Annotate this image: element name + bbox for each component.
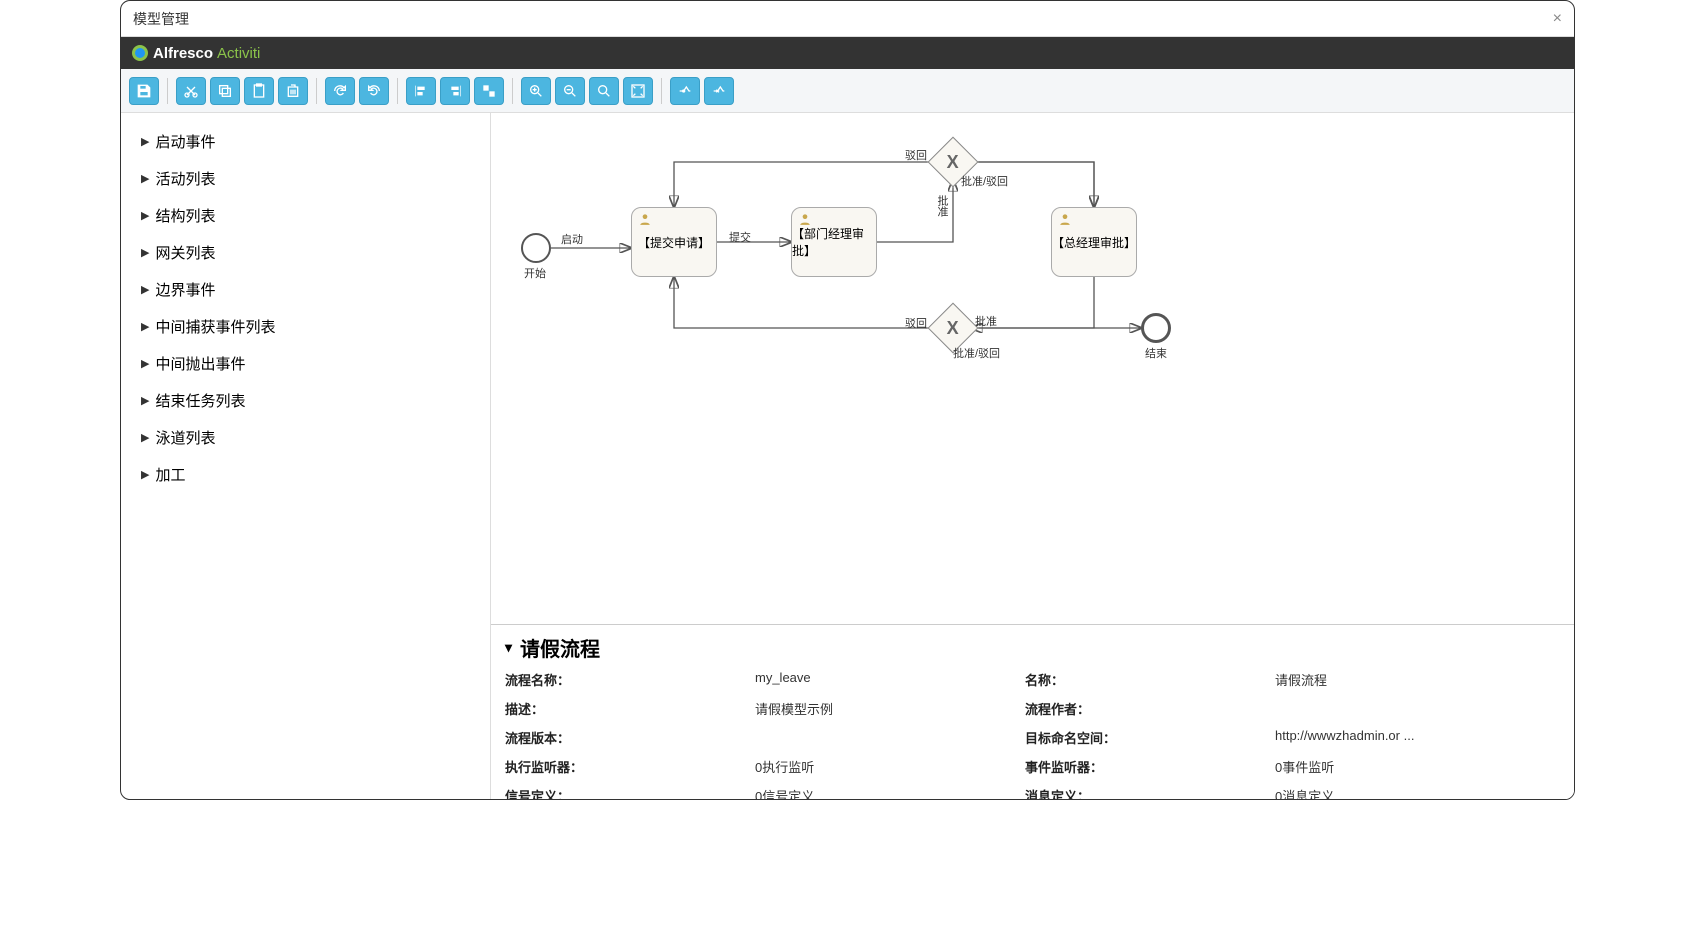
redo-button[interactable] xyxy=(325,77,355,105)
prop-value[interactable]: 请假模型示例 xyxy=(755,699,1025,718)
task-label: 【部门经理审批】 xyxy=(792,225,876,259)
alfresco-icon xyxy=(131,44,149,62)
prop-label: 流程作者： xyxy=(1025,699,1275,718)
bpmn-canvas[interactable]: 开始 【提交申请】 【部门经理审批】 【总经理审批】 X 批准/驳回 X 批准/… xyxy=(491,113,1574,624)
palette-item-intermediate-catch[interactable]: ▶中间捕获事件列表 xyxy=(137,308,474,345)
user-icon xyxy=(798,212,812,226)
prop-value[interactable] xyxy=(1275,699,1560,718)
zoom-fit-button[interactable] xyxy=(623,77,653,105)
edge-label-g1-approve: 批准 xyxy=(934,195,950,217)
delete-button[interactable] xyxy=(278,77,308,105)
start-event[interactable] xyxy=(521,233,551,263)
cut-button[interactable] xyxy=(176,77,206,105)
properties-title: 请假流程 xyxy=(520,633,600,662)
brand-activiti: Activiti xyxy=(217,45,260,62)
brand-bar: Alfresco Activiti xyxy=(121,37,1574,69)
modeler-window: 模型管理 × Alfresco Activiti ▶启动事件 xyxy=(120,0,1575,800)
bendpoint-add-button[interactable] xyxy=(670,77,700,105)
end-event[interactable] xyxy=(1141,313,1171,343)
gateway-2[interactable]: X xyxy=(935,310,971,346)
bendpoint-remove-button[interactable] xyxy=(704,77,734,105)
prop-value[interactable]: http://wwwzhadmin.or ... xyxy=(1275,728,1560,747)
task-gm-approve[interactable]: 【总经理审批】 xyxy=(1051,207,1137,277)
align-right-button[interactable] xyxy=(440,77,470,105)
canvas-wrap: 开始 【提交申请】 【部门经理审批】 【总经理审批】 X 批准/驳回 X 批准/… xyxy=(491,113,1574,799)
palette-item-artifacts[interactable]: ▶加工 xyxy=(137,456,474,493)
end-event-label: 结束 xyxy=(1145,345,1167,361)
chevron-down-icon: ▾ xyxy=(505,639,512,656)
prop-label: 流程版本： xyxy=(505,728,755,747)
user-icon xyxy=(638,212,652,226)
gateway-1-label: 批准/驳回 xyxy=(961,173,1008,189)
main-area: ▶启动事件 ▶活动列表 ▶结构列表 ▶网关列表 ▶边界事件 ▶中间捕获事件列表 … xyxy=(121,113,1574,799)
task-label: 【提交申请】 xyxy=(638,234,710,251)
prop-label: 信号定义： xyxy=(505,786,755,799)
edge-label-g1-reject: 驳回 xyxy=(905,147,927,163)
edge-label-start: 启动 xyxy=(561,231,583,247)
prop-value[interactable]: 0信号定义 xyxy=(755,786,1025,799)
prop-value[interactable]: 0事件监听 xyxy=(1275,757,1560,776)
prop-label: 目标命名空间： xyxy=(1025,728,1275,747)
zoom-in-button[interactable] xyxy=(521,77,551,105)
palette-item-boundary-events[interactable]: ▶边界事件 xyxy=(137,271,474,308)
user-icon xyxy=(1058,212,1072,226)
palette-item-structural[interactable]: ▶结构列表 xyxy=(137,197,474,234)
palette-item-end-events[interactable]: ▶结束任务列表 xyxy=(137,382,474,419)
save-button[interactable] xyxy=(129,77,159,105)
titlebar: 模型管理 × xyxy=(121,1,1574,37)
copy-button[interactable] xyxy=(210,77,240,105)
prop-value[interactable]: 0消息定义 xyxy=(1275,786,1560,799)
toolbar xyxy=(121,69,1574,113)
prop-label: 事件监听器： xyxy=(1025,757,1275,776)
palette-sidebar: ▶启动事件 ▶活动列表 ▶结构列表 ▶网关列表 ▶边界事件 ▶中间捕获事件列表 … xyxy=(121,113,491,799)
start-event-label: 开始 xyxy=(524,265,546,281)
palette-item-activities[interactable]: ▶活动列表 xyxy=(137,160,474,197)
close-icon[interactable]: × xyxy=(1553,10,1562,28)
prop-value[interactable]: my_leave xyxy=(755,670,1025,689)
prop-value[interactable] xyxy=(755,728,1025,747)
same-size-button[interactable] xyxy=(474,77,504,105)
prop-label: 名称： xyxy=(1025,670,1275,689)
task-label: 【总经理审批】 xyxy=(1052,234,1136,251)
palette-item-intermediate-throw[interactable]: ▶中间抛出事件 xyxy=(137,345,474,382)
properties-panel: ▾ 请假流程 流程名称： my_leave 名称： 请假流程 描述： 请假模型示… xyxy=(491,624,1574,799)
properties-header[interactable]: ▾ 请假流程 xyxy=(491,625,1574,670)
gateway-2-label: 批准/驳回 xyxy=(953,345,1000,361)
prop-label: 描述： xyxy=(505,699,755,718)
brand-alfresco: Alfresco xyxy=(153,45,213,62)
zoom-reset-button[interactable] xyxy=(589,77,619,105)
task-submit[interactable]: 【提交申请】 xyxy=(631,207,717,277)
zoom-out-button[interactable] xyxy=(555,77,585,105)
prop-label: 消息定义： xyxy=(1025,786,1275,799)
prop-label: 执行监听器： xyxy=(505,757,755,776)
edge-label-submit: 提交 xyxy=(729,229,751,245)
paste-button[interactable] xyxy=(244,77,274,105)
window-title: 模型管理 xyxy=(133,9,189,29)
brand-logo: Alfresco Activiti xyxy=(131,44,260,62)
palette-item-gateways[interactable]: ▶网关列表 xyxy=(137,234,474,271)
undo-button[interactable] xyxy=(359,77,389,105)
prop-value[interactable]: 请假流程 xyxy=(1275,670,1560,689)
edge-label-g2-approve: 批准 xyxy=(975,313,997,329)
task-dept-approve[interactable]: 【部门经理审批】 xyxy=(791,207,877,277)
prop-label: 流程名称： xyxy=(505,670,755,689)
palette-item-swimlanes[interactable]: ▶泳道列表 xyxy=(137,419,474,456)
palette-item-start-events[interactable]: ▶启动事件 xyxy=(137,123,474,160)
edge-label-g2-reject: 驳回 xyxy=(905,315,927,331)
align-left-button[interactable] xyxy=(406,77,436,105)
prop-value[interactable]: 0执行监听 xyxy=(755,757,1025,776)
